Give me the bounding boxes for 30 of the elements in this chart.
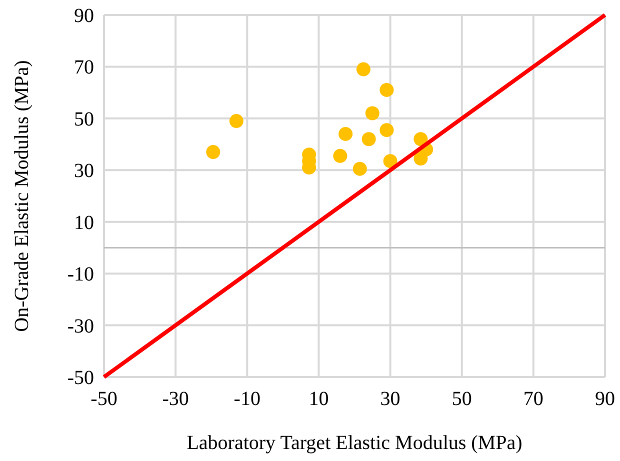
point bbox=[338, 126, 353, 141]
y-tick-label: -10 bbox=[67, 264, 94, 286]
y-tick-label: 10 bbox=[74, 212, 94, 234]
y-tick-label: -50 bbox=[67, 367, 94, 389]
x-tick-label: 50 bbox=[452, 388, 472, 410]
point bbox=[333, 148, 348, 163]
y-tick-label: 90 bbox=[74, 5, 94, 27]
point bbox=[356, 62, 370, 76]
x-tick-label: 90 bbox=[595, 388, 615, 410]
x-axis-title: Laboratory Target Elastic Modulus (MPa) bbox=[186, 432, 522, 454]
point bbox=[206, 145, 220, 160]
point bbox=[380, 82, 394, 97]
point bbox=[380, 123, 394, 138]
point bbox=[229, 114, 244, 128]
y-axis-title: On-Grade Elastic Modulus (MPa) bbox=[11, 60, 33, 332]
point bbox=[365, 106, 380, 120]
x-tick-label: -10 bbox=[234, 388, 260, 410]
point bbox=[414, 132, 428, 146]
y-tick-label: 50 bbox=[74, 108, 94, 130]
point bbox=[383, 154, 398, 168]
x-tick-label: -50 bbox=[90, 388, 118, 410]
x-tick-label: 70 bbox=[523, 388, 544, 410]
point bbox=[362, 132, 376, 146]
y-tick-label: 70 bbox=[74, 56, 94, 79]
x-tick-label: 30 bbox=[380, 388, 400, 410]
y-tick-label: -30 bbox=[67, 315, 94, 338]
x-tick-label: 10 bbox=[308, 388, 329, 410]
y-tick-label: 30 bbox=[74, 160, 94, 182]
x-tick-label: -30 bbox=[162, 388, 189, 410]
point bbox=[352, 162, 367, 176]
